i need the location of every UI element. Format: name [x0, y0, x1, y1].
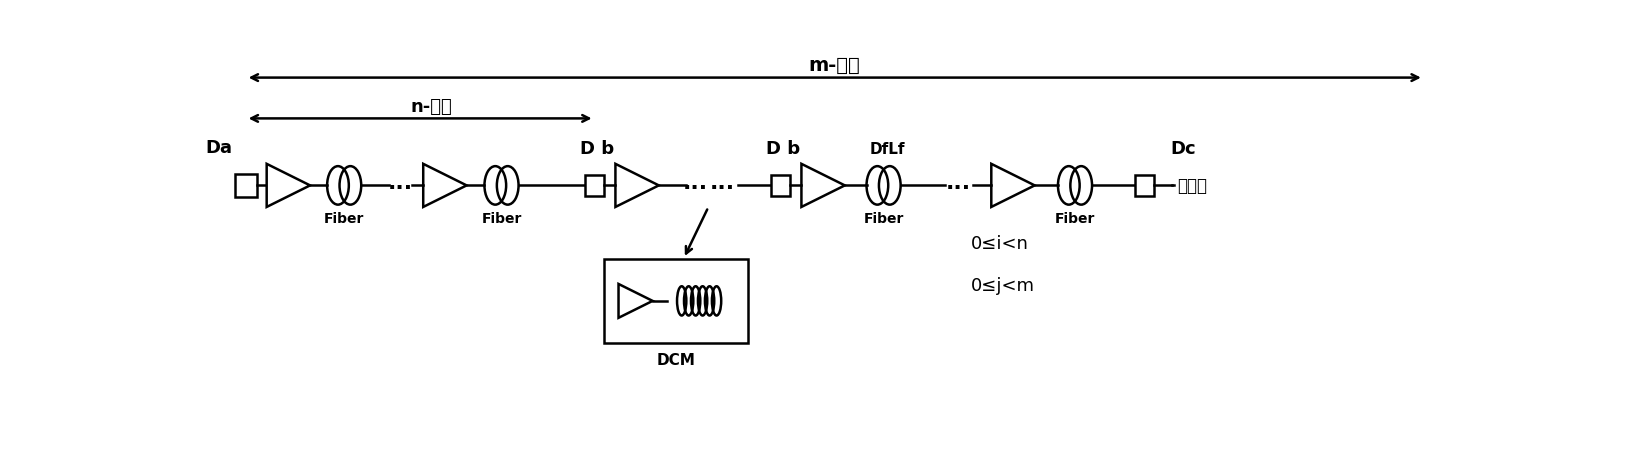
Bar	[1134, 175, 1154, 197]
Text: Fiber: Fiber	[481, 211, 522, 225]
Text: ...: ...	[388, 173, 413, 193]
Text: DfLf: DfLf	[869, 142, 905, 157]
Text: Da: Da	[205, 139, 232, 157]
Bar	[236, 174, 257, 197]
Text: DCM: DCM	[656, 353, 696, 368]
Text: 0≤i<n: 0≤i<n	[970, 235, 1029, 253]
Bar	[604, 259, 748, 344]
Text: Fiber: Fiber	[863, 211, 904, 225]
Text: ...: ...	[710, 173, 734, 193]
Text: D b: D b	[580, 140, 614, 158]
Bar	[585, 175, 604, 197]
Text: 0≤j<m: 0≤j<m	[970, 277, 1035, 295]
Text: Fiber: Fiber	[323, 211, 364, 225]
Text: m-单元: m-单元	[809, 56, 861, 75]
Text: Fiber: Fiber	[1055, 211, 1095, 225]
Bar	[770, 175, 790, 197]
Text: 接收机: 接收机	[1176, 177, 1207, 195]
Text: D b: D b	[765, 140, 800, 158]
Text: ...: ...	[946, 173, 972, 193]
Text: n-跨段: n-跨段	[411, 97, 453, 115]
Text: ...: ...	[682, 173, 708, 193]
Text: Dc: Dc	[1170, 140, 1196, 158]
